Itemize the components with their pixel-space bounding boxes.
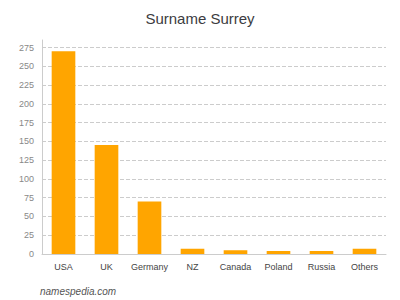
svg-text:UK: UK <box>100 262 113 272</box>
svg-text:175: 175 <box>19 118 34 128</box>
svg-text:75: 75 <box>24 193 34 203</box>
svg-text:Canada: Canada <box>220 262 252 272</box>
svg-text:Surname Surrey: Surname Surrey <box>145 10 255 27</box>
svg-text:Others: Others <box>351 262 379 272</box>
svg-text:250: 250 <box>19 61 34 71</box>
svg-text:namespedia.com: namespedia.com <box>40 286 116 297</box>
svg-text:200: 200 <box>19 99 34 109</box>
svg-text:Poland: Poland <box>264 262 292 272</box>
svg-text:125: 125 <box>19 155 34 165</box>
svg-text:50: 50 <box>24 211 34 221</box>
svg-text:150: 150 <box>19 136 34 146</box>
svg-text:Germany: Germany <box>131 262 169 272</box>
svg-text:NZ: NZ <box>187 262 199 272</box>
svg-text:225: 225 <box>19 80 34 90</box>
svg-text:0: 0 <box>29 249 34 259</box>
svg-text:100: 100 <box>19 174 34 184</box>
svg-text:USA: USA <box>54 262 73 272</box>
svg-text:25: 25 <box>24 230 34 240</box>
svg-text:Russia: Russia <box>308 262 336 272</box>
svg-text:275: 275 <box>19 43 34 53</box>
